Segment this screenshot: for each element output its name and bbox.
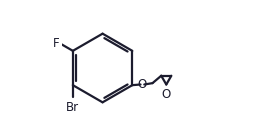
Text: O: O (138, 78, 147, 91)
Text: Br: Br (66, 101, 80, 114)
Text: F: F (53, 37, 60, 50)
Text: O: O (162, 88, 171, 101)
